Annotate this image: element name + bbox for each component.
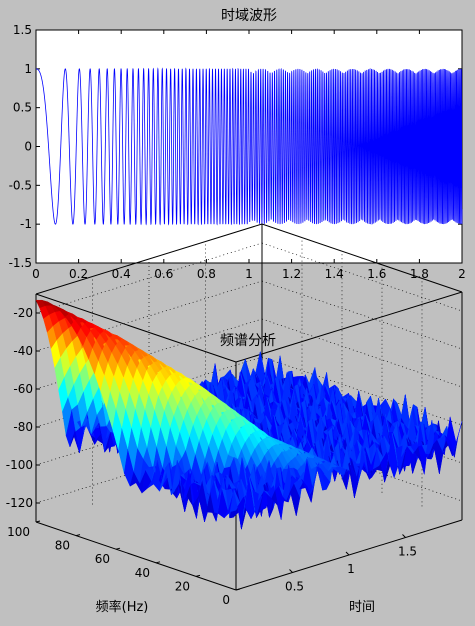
x-tick-label: 0.4	[112, 267, 131, 281]
time-domain-plot: 时域波形 1.510.50-0.5-1-1.5 0 0.2 0.4 0.6 0.8 1 1.…	[9, 8, 466, 281]
grid-line	[261, 432, 463, 502]
z-tick-label: -40	[13, 344, 33, 358]
grid-line	[261, 356, 463, 426]
x-tick-label: 0.2	[69, 267, 88, 281]
freq-tick-mark	[35, 520, 41, 523]
y-tick-label: -0.5	[9, 178, 32, 192]
time-tick-mark	[345, 551, 350, 556]
surface-patch	[452, 421, 463, 456]
freq-tick-label: 100	[7, 525, 30, 539]
time-tick-label: 0.5	[285, 580, 304, 594]
x-tick-label: 1.2	[282, 267, 301, 281]
freq-tick-mark	[195, 574, 201, 577]
time-domain-x-ticks: 0 0.2 0.4 0.6 0.8 1 1.2 1.4 1.6 1.8 2	[32, 30, 466, 281]
x-tick-label: 0	[32, 267, 40, 281]
x-tick-label: 2	[458, 267, 466, 281]
y-tick-label: 0.5	[13, 101, 32, 115]
spectrum-freq-ticks: 100 80 60 40 20 0	[7, 520, 241, 607]
box-edge	[261, 223, 463, 293]
z-tick-label: -120	[6, 496, 33, 510]
grid-line	[261, 242, 463, 312]
grid-line	[261, 318, 463, 388]
time-domain-y-ticks: 1.5 1 0.5 0 -0.5 -1 -1.5	[9, 23, 462, 270]
x-tick-label: 1	[245, 267, 253, 281]
time-axis-label: 时间	[349, 600, 375, 615]
x-tick-label: 0.6	[154, 267, 173, 281]
freq-axis-line	[35, 521, 237, 591]
y-tick-label: 1	[24, 62, 32, 76]
freq-tick-label: 80	[55, 539, 70, 553]
waveform-line	[36, 67, 463, 226]
time-tick-label: 1	[347, 562, 355, 576]
time-tick-label: 1.5	[398, 545, 417, 559]
x-tick-label: 1.8	[410, 267, 429, 281]
spectrum-z-ticks: -20 -40 -60 -80 -100 -120	[6, 306, 40, 510]
time-domain-title: 时域波形	[221, 8, 277, 24]
box-edge	[235, 291, 463, 363]
y-tick-label: -1.5	[9, 256, 32, 270]
y-tick-label: 1.5	[13, 23, 32, 37]
z-tick-label: -80	[13, 420, 33, 434]
z-tick-label: -60	[13, 382, 33, 396]
x-tick-label: 1.6	[367, 267, 386, 281]
time-tick-mark	[289, 569, 293, 573]
z-tick-label: -100	[6, 458, 33, 472]
freq-tick-label: 60	[95, 552, 110, 566]
spectrum-time-ticks: 0.5 1 1.5	[285, 534, 417, 594]
y-tick-label: 0	[24, 140, 32, 154]
freq-tick-mark	[155, 561, 161, 564]
freq-tick-mark	[235, 588, 241, 591]
spectrum-surface	[35, 299, 463, 530]
spectrum-grid-box	[35, 223, 463, 590]
x-tick-label: 0.8	[197, 267, 216, 281]
y-tick-label: -1	[20, 217, 32, 231]
box-edge	[35, 293, 237, 363]
waveform-series	[36, 67, 463, 226]
freq-tick-label: 40	[135, 566, 150, 580]
grid-line	[261, 280, 463, 350]
freq-tick-label: 20	[175, 579, 190, 593]
x-tick-label: 1.4	[325, 267, 344, 281]
freq-tick-mark	[115, 547, 121, 550]
z-tick-label: -20	[13, 306, 33, 320]
time-tick-mark	[402, 534, 406, 538]
freq-tick-mark	[75, 534, 81, 537]
box-edge	[35, 223, 263, 295]
freq-tick-label: 0	[222, 593, 230, 607]
freq-axis-label: 频率(Hz)	[96, 599, 149, 615]
spectrum-title: 频谱分析	[220, 333, 276, 349]
